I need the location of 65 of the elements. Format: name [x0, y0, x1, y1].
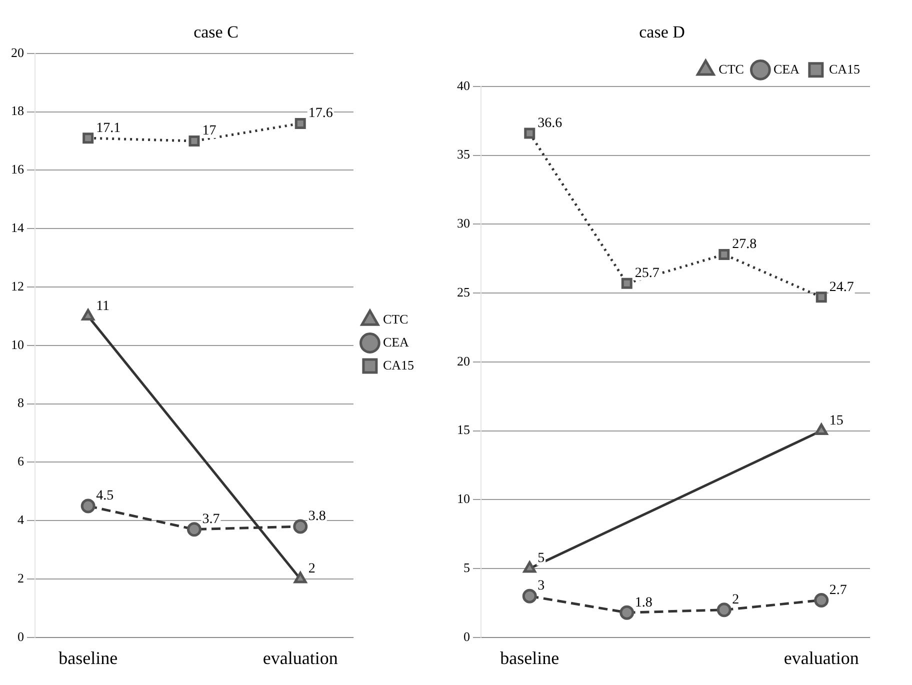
y-tick-label: 15 [457, 422, 470, 438]
point [814, 592, 829, 608]
y-tick-label: 30 [457, 216, 470, 231]
data-label: 15 [829, 413, 844, 428]
y-tick-label: 8 [18, 395, 24, 410]
data-label: 4.5 [96, 488, 114, 504]
point [294, 118, 306, 129]
legend-label: CEA [773, 61, 800, 76]
point [718, 248, 730, 260]
data-label: 2.7 [829, 582, 847, 598]
legend-label: CA15 [828, 61, 860, 76]
point [522, 588, 537, 604]
data-label: 17.1 [96, 120, 121, 136]
data-label: 1.8 [634, 595, 652, 610]
legend-label: CTC [718, 61, 744, 76]
x-tick-label: evaluation [784, 648, 859, 668]
y-tick-label: 16 [11, 162, 24, 177]
data-label: 25.7 [634, 266, 660, 282]
x-tick-label: baseline [58, 648, 118, 668]
y-tick-label: 40 [457, 78, 470, 93]
point [620, 605, 634, 620]
data-label: 17.6 [308, 106, 333, 122]
point [816, 292, 827, 303]
y-tick-label: 20 [11, 44, 24, 60]
point [293, 519, 308, 534]
x-tick-label: baseline [500, 648, 560, 668]
y-tick-label: 10 [11, 336, 24, 352]
data-label: 3.7 [202, 512, 220, 528]
point [524, 128, 536, 139]
y-tick-label: 2 [18, 570, 24, 586]
point [188, 136, 200, 146]
point [716, 602, 732, 618]
y-tick-label: 18 [11, 103, 24, 118]
point [80, 498, 96, 514]
data-label: 11 [96, 298, 110, 314]
y-tick-label: 0 [464, 628, 470, 644]
legend-label: CTC [382, 311, 408, 326]
point [621, 278, 632, 289]
y-tick-label: 25 [457, 284, 470, 300]
y-tick-label: 0 [18, 628, 24, 644]
data-label: 24.7 [829, 280, 854, 295]
data-label: 17 [202, 124, 216, 139]
y-tick-label: 10 [457, 491, 470, 506]
data-label: 27.8 [732, 237, 757, 252]
y-tick-label: 6 [18, 454, 24, 469]
data-label: 3.8 [308, 509, 326, 524]
x-tick-label: evaluation [262, 648, 338, 668]
data-label: 5 [538, 551, 545, 566]
y-tick-label: 5 [464, 560, 470, 575]
data-label: 36.6 [538, 116, 562, 131]
point [814, 424, 828, 436]
chart-title: case C [194, 22, 238, 42]
y-tick-label: 14 [11, 220, 24, 236]
y-tick-label: 4 [18, 512, 24, 528]
data-label: 3 [538, 578, 545, 594]
legend-label: CEA [382, 334, 410, 350]
y-tick-label: 12 [11, 278, 24, 294]
point [186, 522, 202, 537]
data-label: 2 [732, 592, 740, 608]
point [82, 132, 94, 144]
y-tick-label: 20 [457, 353, 470, 368]
data-label: 2 [308, 562, 316, 577]
chart-title: case D [639, 22, 685, 42]
legend-label: CA15 [382, 357, 414, 372]
y-tick-label: 35 [457, 146, 470, 162]
